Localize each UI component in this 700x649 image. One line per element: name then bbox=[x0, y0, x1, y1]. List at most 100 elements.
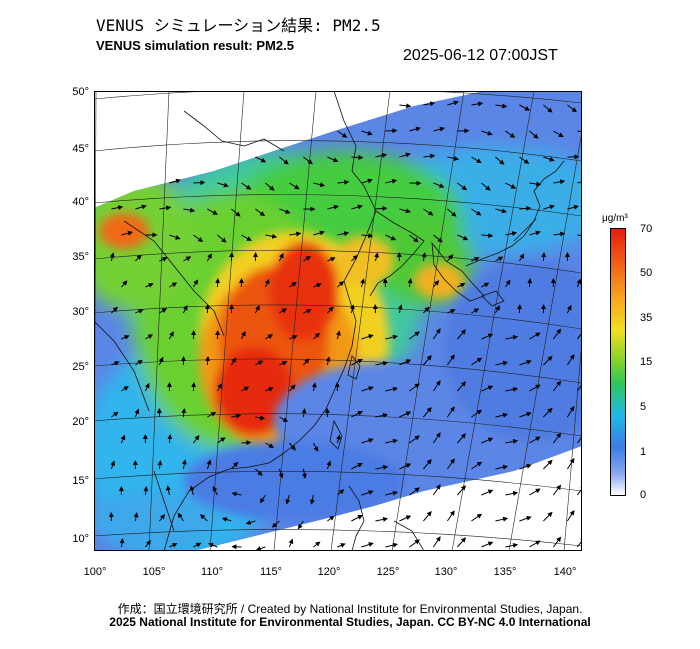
wind-arrow bbox=[119, 538, 125, 548]
wind-arrow bbox=[361, 334, 374, 340]
wind-arrow bbox=[385, 128, 398, 134]
wind-arrow bbox=[207, 412, 217, 418]
wind-arrow bbox=[566, 458, 575, 470]
wind-arrow bbox=[505, 130, 516, 138]
wind-arrow bbox=[447, 156, 460, 161]
wind-arrow bbox=[543, 104, 553, 113]
wind-arrow bbox=[285, 494, 291, 505]
wind-arrow bbox=[385, 178, 398, 184]
wind-arrow bbox=[327, 306, 334, 314]
wind-arrow bbox=[231, 413, 242, 419]
wind-arrow bbox=[145, 283, 154, 288]
pm25-map[interactable] bbox=[94, 91, 582, 551]
wind-arrow bbox=[183, 207, 196, 213]
wind-arrow bbox=[505, 490, 519, 496]
wind-arrow bbox=[457, 537, 466, 548]
wind-arrow bbox=[457, 381, 466, 392]
wind-arrow bbox=[457, 283, 466, 288]
wind-arrow bbox=[543, 459, 553, 470]
wind-arrow bbox=[313, 283, 322, 288]
wind-arrow bbox=[566, 510, 575, 522]
wind-arrow bbox=[255, 208, 266, 217]
wind-arrow bbox=[279, 156, 289, 165]
wind-arrow bbox=[313, 332, 320, 340]
wind-arrow bbox=[409, 435, 420, 444]
wind-arrow bbox=[409, 126, 421, 132]
wind-arrow bbox=[288, 538, 294, 548]
wind-arrow bbox=[529, 488, 541, 496]
copyright-text: 2025 National Institute for Environmenta… bbox=[109, 615, 591, 629]
wind-arrow bbox=[457, 485, 466, 496]
lon-tick: 135° bbox=[493, 566, 517, 578]
wind-arrow bbox=[271, 520, 280, 528]
wind-arrow bbox=[447, 309, 456, 314]
wind-arrow bbox=[529, 230, 541, 236]
wind-arrow bbox=[504, 279, 511, 288]
colorbar-tick: 1 bbox=[640, 446, 647, 458]
wind-arrow bbox=[111, 205, 124, 211]
wind-arrow bbox=[505, 386, 519, 392]
wind-arrow bbox=[313, 541, 321, 548]
wind-arrow bbox=[399, 463, 412, 470]
wind-arrow bbox=[327, 204, 339, 210]
wind-arrow bbox=[495, 412, 509, 418]
wind-arrow bbox=[481, 541, 494, 548]
wind-arrow bbox=[166, 485, 171, 496]
wind-arrow bbox=[399, 152, 411, 158]
wind-arrow bbox=[471, 257, 480, 262]
wind-arrow bbox=[217, 437, 226, 444]
wind-arrow bbox=[567, 104, 578, 113]
wind-arrow bbox=[481, 130, 493, 136]
wind-arrow bbox=[495, 256, 504, 262]
wind-arrow bbox=[505, 231, 518, 236]
wind-arrow bbox=[409, 383, 420, 392]
wind-arrow bbox=[423, 511, 432, 522]
wind-arrow bbox=[576, 278, 582, 288]
wind-arrow bbox=[457, 329, 466, 340]
wind-arrow bbox=[351, 515, 363, 522]
wind-arrow bbox=[432, 484, 441, 496]
wind-arrow bbox=[255, 546, 266, 551]
wind-arrow bbox=[192, 279, 199, 288]
lat-tick: 15° bbox=[72, 475, 89, 487]
wind-arrow bbox=[278, 252, 284, 262]
wind-arrow bbox=[120, 434, 126, 444]
wind-arrow bbox=[216, 383, 223, 392]
wind-arrow bbox=[193, 434, 200, 444]
wind-arrow bbox=[447, 208, 457, 217]
lon-tick: 140° bbox=[553, 566, 577, 578]
wind-arrow bbox=[375, 153, 388, 158]
wind-arrow bbox=[241, 386, 250, 392]
wind-arrow bbox=[351, 154, 364, 160]
map-border bbox=[94, 91, 582, 551]
wind-arrow bbox=[552, 328, 562, 340]
wind-arrow bbox=[159, 257, 168, 262]
wind-arrow bbox=[133, 512, 139, 522]
wind-arrow bbox=[529, 384, 541, 392]
wind-arrow bbox=[385, 386, 398, 392]
wind-arrow bbox=[312, 442, 319, 452]
wind-arrow bbox=[327, 257, 336, 262]
wind-arrow bbox=[337, 179, 350, 185]
wind-arrow bbox=[529, 181, 542, 187]
wind-arrow bbox=[566, 406, 575, 418]
title-japanese: VENUS シミュレーション結果: PM2.5 bbox=[96, 16, 381, 35]
wind-arrow bbox=[303, 358, 310, 366]
colorbar-unit: μg/m³ bbox=[602, 213, 628, 224]
wind-arrow bbox=[265, 442, 275, 448]
wind-arrow bbox=[481, 385, 494, 392]
wind-arrow bbox=[326, 460, 332, 470]
wind-arrow bbox=[481, 182, 491, 191]
wind-arrow bbox=[182, 305, 188, 314]
wind-arrow bbox=[169, 543, 178, 548]
colorbar-tick: 0 bbox=[640, 489, 647, 501]
wind-arrow bbox=[144, 382, 150, 392]
wind-arrow bbox=[543, 511, 553, 522]
wind-arrow bbox=[221, 517, 232, 522]
wind-arrow bbox=[265, 182, 275, 191]
wind-arrow bbox=[423, 459, 432, 470]
wind-arrow bbox=[495, 516, 509, 522]
lon-tick: 105° bbox=[142, 566, 166, 578]
wind-arrow bbox=[351, 254, 359, 262]
wind-arrow bbox=[191, 382, 197, 392]
